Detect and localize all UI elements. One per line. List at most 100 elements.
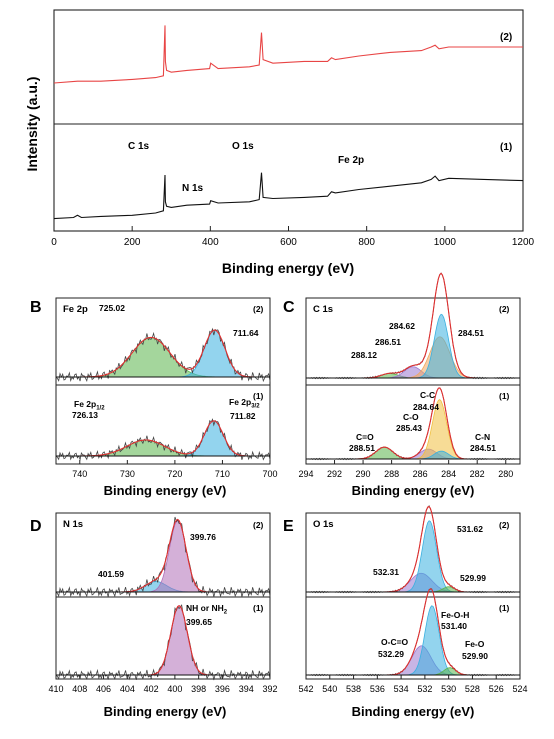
label: 711.64 [233, 328, 259, 338]
label: Fe 2p [229, 397, 251, 407]
label: (2) [499, 304, 510, 314]
panel-b-frame [55, 297, 271, 465]
x-tick-label: 540 [322, 684, 337, 694]
x-tick-label: 290 [356, 469, 371, 479]
label: C-C [420, 390, 435, 400]
x-tick-label: 542 [298, 684, 313, 694]
label: Fe 2p [74, 399, 96, 409]
panel-letter-b: B [30, 299, 42, 316]
panel-c-title: C 1s [313, 304, 333, 315]
label: 399.76 [190, 532, 216, 542]
fit-component [56, 520, 270, 593]
x-tick-label: 284 [441, 469, 456, 479]
x-tick-label: 404 [120, 684, 135, 694]
panel-e-x-ticks: 542 540 538 536 534 532 530 528 526 524 [298, 675, 528, 694]
label: 531.40 [441, 621, 467, 631]
panel-e-title: O 1s [313, 519, 334, 530]
label: 286.51 [375, 337, 401, 347]
label: 529.99 [460, 573, 486, 583]
survey-trace-2 [53, 25, 523, 84]
label: 1/2 [96, 406, 105, 412]
label: C-O [403, 412, 419, 422]
label: 529.90 [462, 651, 488, 661]
fit-envelope [56, 604, 270, 676]
panel-d-x-ticks: 410 408 406 404 402 400 398 396 394 392 [48, 675, 278, 694]
panel-c-frame [305, 297, 521, 465]
x-tick-label: 406 [96, 684, 111, 694]
peak-label-fe2p: Fe 2p [338, 155, 364, 166]
panel-d-annotations: 399.76 401.59 (2) NH or NH2 399.65 (1) [98, 520, 264, 627]
label: 288.12 [351, 350, 377, 360]
panel-d: D 410 408 406 404 402 400 398 396 394 392 Binding… [30, 512, 278, 719]
x-tick-label: 526 [489, 684, 504, 694]
label: 401.59 [98, 569, 124, 579]
panel-letter-e: E [283, 518, 294, 535]
label: C=O [356, 432, 374, 442]
label: 284.64 [413, 402, 439, 412]
label: C-N [475, 432, 490, 442]
x-tick-label: 740 [72, 469, 87, 479]
label: (2) [253, 304, 264, 314]
x-tick-label: 400 [167, 684, 182, 694]
label: Fe 2p3/2 [229, 397, 260, 410]
panel-d-xlabel: Binding energy (eV) [104, 704, 227, 719]
label: (1) [253, 391, 264, 401]
panel-a: (2) (1) C 1s O 1s N 1s Fe 2p 0 200 400 600 8… [24, 9, 535, 276]
x-tick-label: 292 [327, 469, 342, 479]
panel-d-frame [55, 512, 271, 680]
x-tick-label: 600 [280, 237, 297, 248]
survey-label-1: (1) [500, 142, 512, 153]
panel-letter-d: D [30, 518, 42, 535]
panel-e: E 542 540 538 536 534 532 530 528 526 524 Binding… [283, 504, 528, 719]
label: Fe 2p1/2 [74, 399, 105, 412]
x-tick-label: 392 [262, 684, 277, 694]
panel-letter-c: C [283, 299, 295, 316]
label: 284.51 [470, 443, 496, 453]
panel-e-annotations: 531.62 532.31 529.99 (2) Fe-O-H 531.40 O… [373, 520, 510, 661]
label: 288.51 [349, 443, 375, 453]
panel-c-x-ticks: 294 292 290 288 286 284 282 280 [298, 460, 513, 479]
x-tick-label: 534 [394, 684, 409, 694]
x-tick-label: 720 [167, 469, 182, 479]
x-tick-label: 524 [512, 684, 527, 694]
x-tick-label: 286 [413, 469, 428, 479]
label: NH or NH2 [186, 603, 228, 616]
x-tick-label: 530 [441, 684, 456, 694]
fit-component [306, 366, 520, 379]
label: 725.02 [99, 303, 125, 313]
label: 285.43 [396, 423, 422, 433]
x-tick-label: 280 [498, 469, 513, 479]
label: 726.13 [72, 410, 98, 420]
panel-b: B 740 730 720 710 700 Binding energy (eV) Fe… [30, 297, 278, 498]
label: 2 [224, 610, 228, 616]
panel-e-frame [305, 512, 521, 680]
label: (1) [253, 603, 264, 613]
x-tick-label: 532 [417, 684, 432, 694]
label: 3/2 [251, 404, 260, 410]
panel-b-x-ticks: 740 730 720 710 700 [72, 460, 278, 479]
x-tick-label: 800 [358, 237, 375, 248]
panel-a-xlabel: Binding energy (eV) [222, 260, 354, 276]
x-tick-label: 730 [120, 469, 135, 479]
panel-b-annotations: 725.02 711.64 (2) Fe 2p1/2 726.13 Fe 2p3… [72, 303, 264, 421]
panel-c-xlabel: Binding energy (eV) [352, 483, 475, 498]
x-tick-label: 0 [51, 237, 57, 248]
x-tick-label: 400 [202, 237, 219, 248]
panel-a-ylabel: Intensity (a.u.) [24, 77, 40, 172]
panel-a-x-ticks: 0 200 400 600 800 1000 1200 [51, 226, 535, 248]
x-tick-label: 394 [239, 684, 254, 694]
survey-trace-1 [53, 172, 524, 220]
label: (1) [499, 603, 510, 613]
peak-label-c1s: C 1s [128, 141, 150, 152]
panel-e-xlabel: Binding energy (eV) [352, 704, 475, 719]
x-tick-label: 396 [215, 684, 230, 694]
x-tick-label: 538 [346, 684, 361, 694]
x-tick-label: 700 [262, 469, 277, 479]
x-tick-label: 710 [215, 469, 230, 479]
x-tick-label: 408 [72, 684, 87, 694]
panel-b-title: Fe 2p [63, 304, 88, 315]
label: Fe-O-H [441, 610, 469, 620]
label: 284.62 [389, 321, 415, 331]
x-tick-label: 528 [465, 684, 480, 694]
